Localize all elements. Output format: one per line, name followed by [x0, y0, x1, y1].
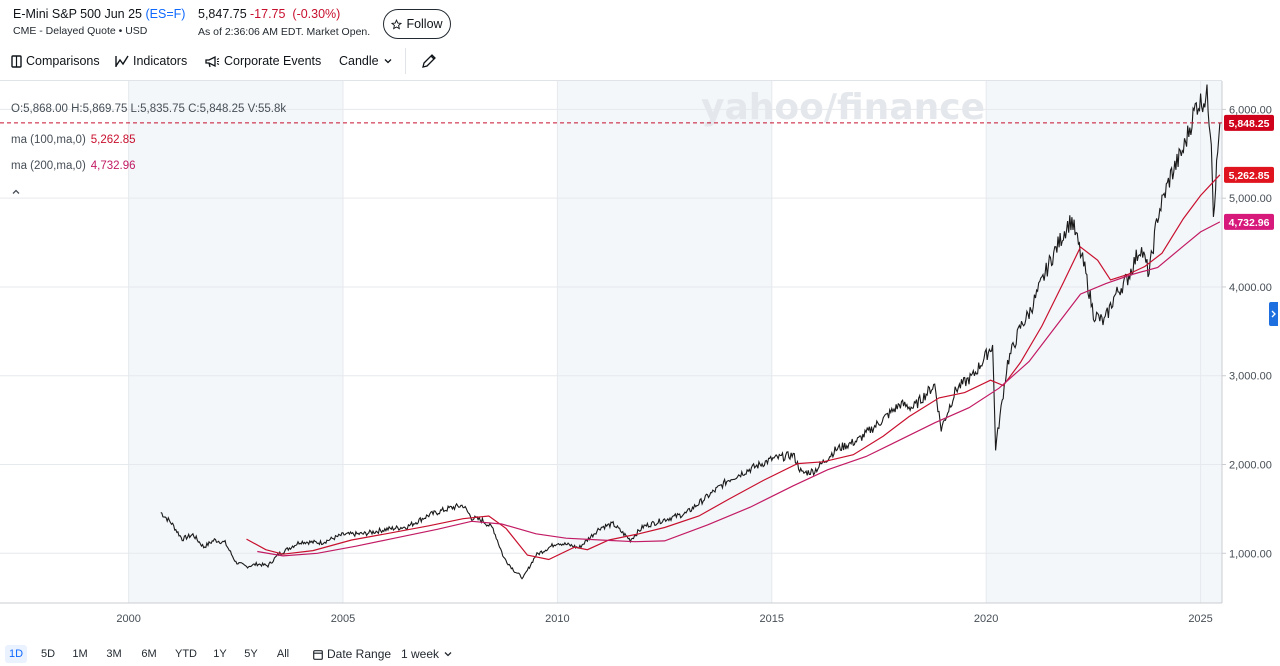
ma200-value: 4,732.96 [90, 160, 136, 172]
indicators-label: Indicators [133, 54, 188, 68]
range-6m[interactable]: 6M [141, 648, 157, 660]
indicators-button[interactable]: Indicators [115, 51, 187, 71]
calendar-icon [313, 649, 323, 660]
range-1y[interactable]: 1Y [213, 648, 227, 660]
y-tick-label: 6,000.00 [1229, 104, 1272, 116]
range-ytd[interactable]: YTD [175, 648, 197, 660]
price-change: -17.75 (-0.30%) [250, 7, 340, 21]
range-5d[interactable]: 5D [40, 648, 56, 660]
corporate-events-button[interactable]: Corporate Events [205, 51, 321, 71]
chart-type-label: Candle [339, 54, 379, 68]
chart-toolbar: Comparisons Indicators Corporate Events … [0, 46, 1280, 76]
ma200-line [257, 221, 1221, 557]
corporate-events-label: Corporate Events [224, 54, 322, 68]
date-range-label: Date Range [327, 647, 392, 661]
follow-button[interactable]: Follow [383, 9, 451, 39]
toolbar-divider [405, 48, 406, 74]
range-5y[interactable]: 5Y [244, 648, 258, 660]
interval-label: 1 week [401, 647, 440, 661]
comparisons-button[interactable]: Comparisons [11, 51, 100, 71]
x-tick-label: 2010 [545, 613, 569, 625]
x-tick-label: 2020 [974, 613, 998, 625]
interval-dropdown[interactable]: 1 week [401, 645, 453, 663]
y-tick-label: 5,000.00 [1229, 193, 1272, 205]
ma100-tag [1224, 166, 1274, 183]
megaphone-icon [205, 55, 220, 67]
last-price-tag-label: 5,848.25 [1229, 118, 1270, 130]
quote-timestamp: As of 2:36:06 AM EDT. Market Open. [198, 26, 371, 38]
change-percent: (-0.30%) [292, 7, 341, 21]
ma200-tag [1224, 213, 1274, 230]
yahoo-finance-watermark: yahoo/finance [701, 87, 985, 128]
indicators-icon [115, 55, 129, 67]
ma200-label: ma (200,ma,0) [11, 160, 86, 172]
ma100-legend[interactable]: ma (100,ma,0) 5,262.85 [11, 134, 136, 146]
quote-header: E-Mini S&P 500 Jun 25 (ES=F) CME - Delay… [0, 0, 1280, 44]
x-tick-label: 2015 [760, 613, 784, 625]
price-chart[interactable]: yahoo/finance 1,000.00 2,000.00 3,000.00 4,0… [0, 81, 1280, 641]
shaded-band [128, 81, 344, 603]
range-selector: 1D 5D 1M 3M 6M YTD 1Y 5Y All Date Range … [0, 641, 1280, 666]
last-price: 5,847.75 [198, 7, 247, 21]
ma200-legend[interactable]: ma (200,ma,0) 4,732.96 [11, 160, 136, 172]
y-tick-label: 3,000.00 [1229, 371, 1272, 383]
last-price-tag [1224, 114, 1274, 131]
range-all[interactable]: All [276, 648, 290, 660]
ma200-tag-label: 4,732.96 [1229, 217, 1270, 229]
range-1d[interactable]: 1D [5, 645, 27, 663]
ma100-line [246, 174, 1221, 561]
range-1m[interactable]: 1M [72, 648, 88, 660]
y-tick-label: 1,000.00 [1229, 548, 1272, 560]
draw-button[interactable] [421, 51, 437, 71]
toolbar-bottom-border [0, 80, 1222, 81]
y-tick-label: 2,000.00 [1229, 460, 1272, 472]
collapse-legend-button[interactable] [11, 185, 21, 199]
chevron-down-icon [444, 652, 452, 657]
x-tick-label: 2025 [1188, 613, 1212, 625]
ma100-value: 5,262.85 [90, 134, 136, 146]
date-range-button[interactable]: Date Range [313, 645, 391, 663]
range-3m[interactable]: 3M [106, 648, 122, 660]
shaded-band [986, 81, 1222, 603]
chevron-right-icon [1271, 310, 1276, 318]
follow-label: Follow [406, 17, 443, 31]
x-tick-label: 2005 [331, 613, 355, 625]
exchange-info: CME - Delayed Quote • USD [13, 25, 148, 37]
compare-icon [11, 54, 22, 68]
chevron-down-icon [384, 59, 392, 64]
shaded-band [557, 81, 772, 603]
y-tick-label: 4,000.00 [1229, 282, 1272, 294]
instrument-title: E-Mini S&P 500 Jun 25 (ES=F) [13, 7, 185, 21]
chart-type-dropdown[interactable]: Candle [339, 51, 393, 71]
change-value: -17.75 [250, 7, 286, 21]
x-tick-label: 2000 [116, 613, 140, 625]
ma100-tag-label: 5,262.85 [1229, 170, 1270, 182]
ohlcv-legend: O:5,868.00 H:5,869.75 L:5,835.75 C:5,848… [11, 103, 287, 115]
comparisons-label: Comparisons [26, 54, 100, 68]
ticker-symbol[interactable]: (ES=F) [145, 7, 186, 21]
chevron-up-icon [12, 189, 20, 194]
instrument-name: E-Mini S&P 500 Jun 25 [13, 7, 143, 21]
ma100-label: ma (100,ma,0) [11, 134, 86, 146]
pencil-icon [422, 54, 436, 68]
side-panel-toggle[interactable] [1269, 302, 1278, 326]
star-icon [391, 18, 403, 29]
price-series-line [160, 84, 1221, 580]
